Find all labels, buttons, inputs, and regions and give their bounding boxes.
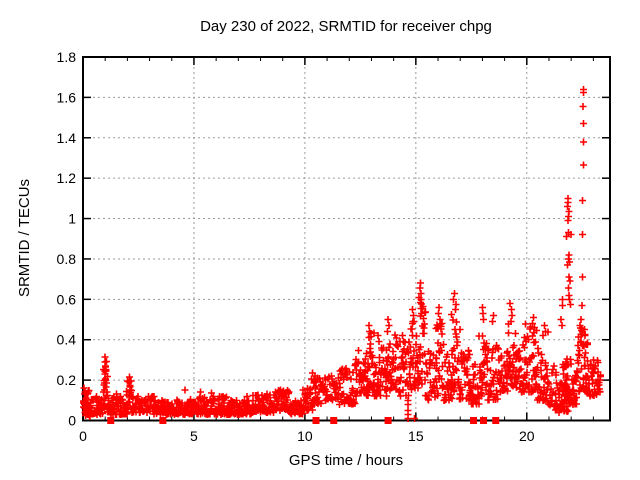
zero-marker-square [107,417,115,424]
plot-frame [82,56,611,422]
y-tick-label: 1 [68,211,76,227]
y-tick-label: 0.6 [57,291,77,307]
zero-marker-square [312,417,320,424]
y-tick-label: 1.4 [57,130,77,146]
chart-title: Day 230 of 2022, SRMTID for receiver chp… [200,18,492,35]
x-tick-label: 5 [190,428,198,444]
zero-marker-square [159,417,167,424]
x-tick-label: 20 [519,428,535,444]
zero-marker-square [330,417,338,424]
x-axis-label: GPS time / hours [289,452,403,469]
y-axis-label: SRMTID / TECUs [16,179,33,297]
axis-layer [82,56,611,422]
zero-marker-square [492,417,500,424]
x-tick-label: 0 [79,428,87,444]
y-tick-label: 0.2 [57,372,77,388]
x-tick-label: 10 [297,428,313,444]
data-points-plus [80,86,604,422]
data-layer [80,86,604,424]
zero-marker-square [470,417,478,424]
zero-marker-square [384,417,392,424]
y-tick-label: 0.4 [57,332,77,348]
y-tick-label: 0 [68,413,76,429]
grid-layer [83,57,610,421]
y-tick-label: 1.8 [57,49,77,65]
zero-marker-square [480,417,488,424]
tick-label-layer: 0 5 10 15 20 0 0.2 0.4 0.6 0.8 1 1.2 1.4 1.6 1.8 [57,49,535,444]
y-tick-label: 1.6 [57,89,77,105]
x-tick-label: 15 [408,428,424,444]
y-tick-label: 1.2 [57,170,77,186]
y-tick-label: 0.8 [57,251,77,267]
